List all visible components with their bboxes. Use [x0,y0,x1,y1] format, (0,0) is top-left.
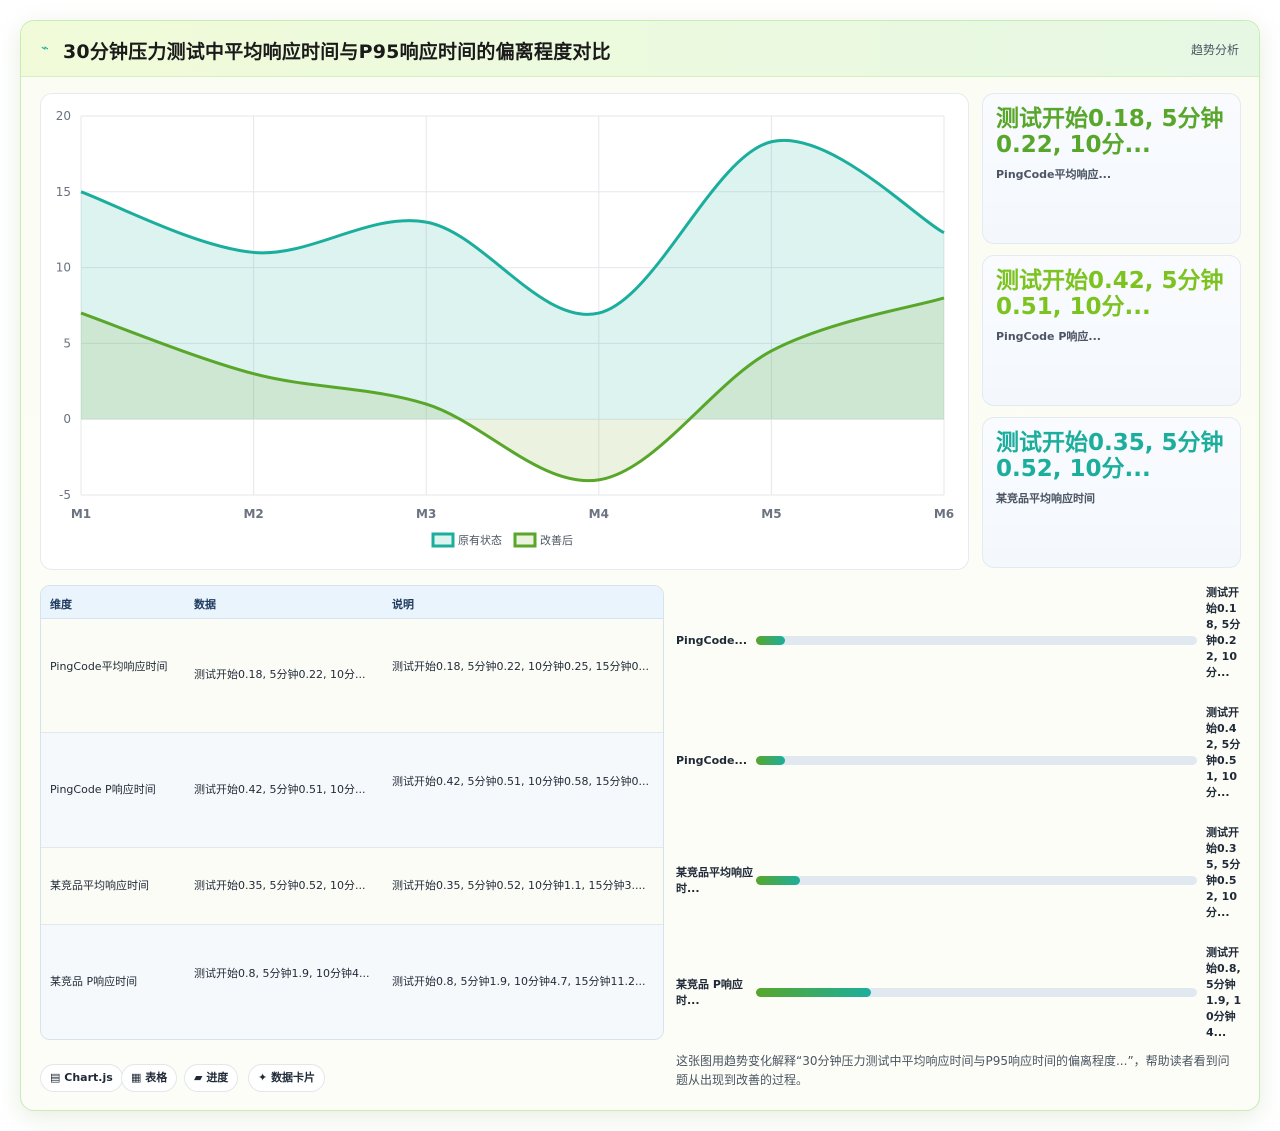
table-cell-dimension: PingCode平均响应时间 [50,660,168,673]
table-cell-description: 测试开始0.42, 5分钟0.51, 10分钟0.58, 15分钟0... [392,775,649,788]
kpi-value: 测试开始0.35, 5分钟0.52, 10分... [996,430,1224,482]
chart-icon: ▤ [50,1071,61,1084]
kpi-value: 测试开始0.42, 5分钟0.51, 10分... [996,268,1224,320]
progress-track [756,988,1197,997]
chip-label: 数据卡片 [271,1071,316,1084]
progress-value: 测试开始0.18, 5分钟0.22, 10分... [1206,586,1241,679]
table-row: 某竞品平均响应时间 测试开始0.35, 5分钟0.52, 10分... 测试开始… [41,848,663,925]
progress-row: 某竞品 P响应时... 测试开始0.8, 5分钟1.9, 10分钟4... [676,946,1242,1041]
table-row: PingCode平均响应时间 测试开始0.18, 5分钟0.22, 10分...… [41,619,663,733]
legend-swatch [431,532,455,548]
kpi-value: 测试开始0.18, 5分钟0.22, 10分... [996,106,1224,158]
progress-fill [756,988,871,997]
series-area [81,297,944,481]
y-tick-label: 20 [56,109,71,123]
column-header-dimension: 维度 [50,598,72,611]
chip-table[interactable]: ▦ 表格 [121,1064,178,1092]
progress-row: PingCode... 测试开始0.18, 5分钟0.22, 10分... [676,586,1242,701]
series-line [80,296,945,483]
series-line [80,138,945,316]
table-cell-description: 测试开始0.18, 5分钟0.22, 10分钟0.25, 15分钟0... [392,660,649,673]
x-tick-label: M3 [416,507,436,521]
x-tick-label: M5 [761,507,781,521]
y-tick-label: 15 [56,185,71,199]
kpi-card-1: 测试开始0.18, 5分钟0.22, 10分... PingCode平均响应..… [982,93,1241,244]
y-tick-label: -5 [59,488,71,502]
progress-value: 测试开始0.8, 5分钟1.9, 10分钟4... [1206,946,1242,1039]
progress-fill [756,636,785,645]
progress-row: PingCode... 测试开始0.42, 5分钟0.51, 10分... [676,706,1242,821]
progress-row: 某竞品平均响应时... 测试开始0.35, 5分钟0.52, 10分... [676,826,1242,941]
table-cell-data: 测试开始0.18, 5分钟0.22, 10分... [194,668,366,681]
page-title: 30分钟压力测试中平均响应时间与P95响应时间的偏离程度对比 [63,41,611,63]
progress-label: 某竞品 P响应时... [676,978,743,1007]
table-icon: ▦ [131,1071,142,1084]
chip-data-cards[interactable]: ✦ 数据卡片 [248,1064,326,1092]
kpi-card-3: 测试开始0.35, 5分钟0.52, 10分... 某竞品平均响应时间 [982,417,1241,568]
table-cell-description: 测试开始0.8, 5分钟1.9, 10分钟4.7, 15分钟11.2... [392,975,646,988]
chip-label: 进度 [206,1071,229,1084]
data-table: 维度 数据 说明 PingCode平均响应时间 测试开始0.18, 5分钟0.2… [40,585,664,1040]
trend-line-icon: ⌁ [41,41,49,56]
table-cell-dimension: PingCode P响应时间 [50,783,156,796]
table-cell-description: 测试开始0.35, 5分钟0.52, 10分钟1.1, 15分钟3.... [392,879,646,892]
progress-fill [756,756,785,765]
table-row: 某竞品 P响应时间 测试开始0.8, 5分钟1.9, 10分钟4... 测试开始… [41,925,663,1039]
table-header: 维度 数据 说明 [41,586,663,619]
table-cell-dimension: 某竞品平均响应时间 [50,879,149,892]
progress-track [756,876,1197,885]
x-tick-label: M2 [243,507,263,521]
area-chart-card: 20 15 10 5 0 -5 M1 M2 M3 M4 M5 M6 原有状态 改善后 [40,93,969,570]
area-chart: 20 15 10 5 0 -5M1 M2 M3 M4 M5 M6 原有状态 改善后 [56,109,954,548]
series-area [81,140,944,420]
column-header-description: 说明 [392,598,414,611]
progress-label: PingCode... [676,754,748,767]
column-header-data: 数据 [194,598,216,611]
chip-chartjs[interactable]: ▤ Chart.js [40,1064,123,1092]
legend-label: 原有状态 [458,533,502,547]
progress-value: 测试开始0.42, 5分钟0.51, 10分... [1206,706,1241,799]
legend-label: 改善后 [540,533,573,547]
kpi-card-2: 测试开始0.42, 5分钟0.51, 10分... PingCode P响应..… [982,255,1241,406]
progress-track [756,636,1197,645]
chart-explanation-text: 这张图用趋势变化解释“30分钟压力测试中平均响应时间与P95响应时间的偏离程度.… [676,1054,1230,1087]
table-cell-data: 测试开始0.42, 5分钟0.51, 10分... [194,783,366,796]
table-cell-data: 测试开始0.35, 5分钟0.52, 10分... [194,879,366,892]
x-tick-label: M1 [71,507,91,521]
folder-icon: ▰ [194,1071,203,1084]
progress-label: 某竞品平均响应时... [676,866,753,895]
chip-progress[interactable]: ▰ 进度 [184,1064,239,1092]
y-tick-label: 0 [63,412,71,426]
progress-track [756,756,1197,765]
table-row: PingCode P响应时间 测试开始0.42, 5分钟0.51, 10分...… [41,733,663,848]
kpi-label: 某竞品平均响应时间 [996,492,1095,505]
table-cell-dimension: 某竞品 P响应时间 [50,975,138,988]
trend-analysis-badge: 趋势分析 [1190,43,1239,57]
chip-label: 表格 [145,1071,168,1084]
progress-label: PingCode... [676,634,748,647]
y-tick-label: 10 [56,261,71,275]
x-tick-label: M4 [589,507,609,521]
kpi-label: PingCode平均响应... [996,168,1112,181]
table-cell-data: 测试开始0.8, 5分钟1.9, 10分钟4... [194,967,370,980]
x-tick-label: M6 [934,507,954,521]
progress-value: 测试开始0.35, 5分钟0.52, 10分... [1206,826,1241,919]
y-tick-label: 5 [63,336,71,350]
legend-swatch [513,532,537,548]
kpi-label: PingCode P响应... [996,330,1101,343]
progress-fill [756,876,801,885]
header-bar: ⌁ 30分钟压力测试中平均响应时间与P95响应时间的偏离程度对比 趋势分析 [21,21,1259,77]
sparkle-icon: ✦ [258,1071,268,1084]
chip-label: Chart.js [64,1071,113,1084]
dashboard-frame: ⌁ 30分钟压力测试中平均响应时间与P95响应时间的偏离程度对比 趋势分析 20… [20,20,1260,1111]
